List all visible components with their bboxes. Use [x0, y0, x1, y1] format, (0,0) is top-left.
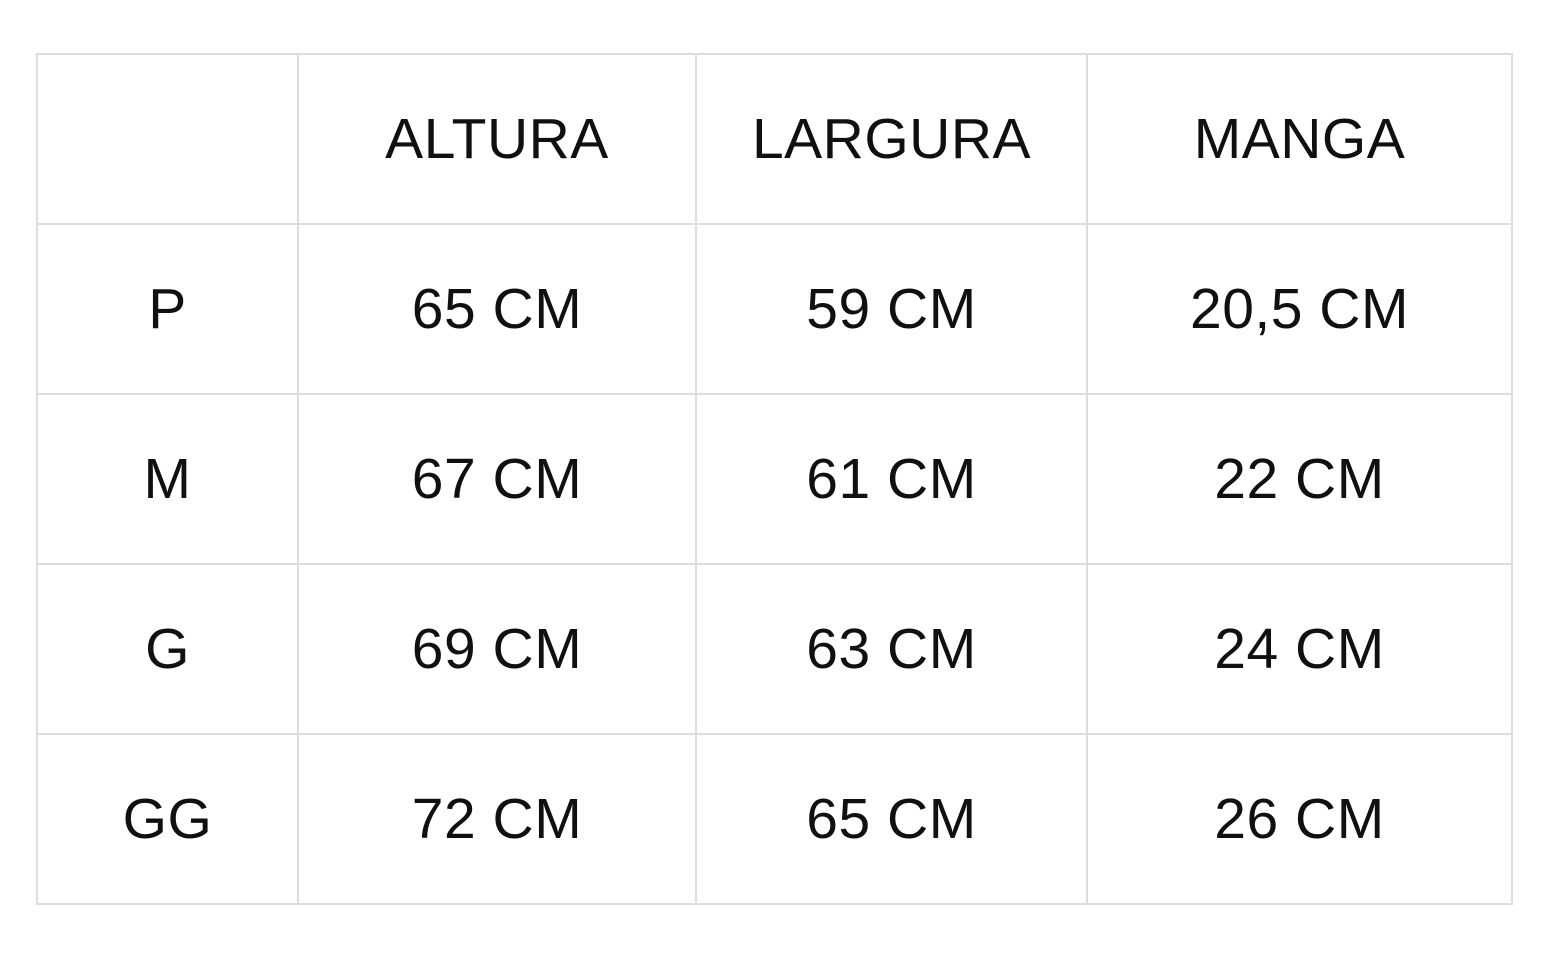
size-cell: G [36, 563, 299, 735]
size-cell: M [36, 393, 299, 565]
size-chart-table: ALTURA LARGURA MANGA P 65 CM 59 CM 20,5 … [36, 53, 1513, 905]
size-cell: P [36, 223, 299, 395]
largura-cell: 61 CM [695, 393, 1088, 565]
largura-cell: 63 CM [695, 563, 1088, 735]
altura-cell: 69 CM [297, 563, 697, 735]
manga-cell: 26 CM [1086, 733, 1513, 905]
table-row-g: G 69 CM 63 CM 24 CM [36, 563, 1513, 735]
size-cell: GG [36, 733, 299, 905]
table-row-gg: GG 72 CM 65 CM 26 CM [36, 733, 1513, 905]
manga-cell: 24 CM [1086, 563, 1513, 735]
header-cell-empty [36, 53, 299, 225]
altura-cell: 72 CM [297, 733, 697, 905]
table-row-p: P 65 CM 59 CM 20,5 CM [36, 223, 1513, 395]
altura-cell: 67 CM [297, 393, 697, 565]
largura-cell: 65 CM [695, 733, 1088, 905]
header-row: ALTURA LARGURA MANGA [36, 53, 1513, 225]
largura-cell: 59 CM [695, 223, 1088, 395]
header-cell-manga: MANGA [1086, 53, 1513, 225]
manga-cell: 20,5 CM [1086, 223, 1513, 395]
table-row-m: M 67 CM 61 CM 22 CM [36, 393, 1513, 565]
header-cell-largura: LARGURA [695, 53, 1088, 225]
header-cell-altura: ALTURA [297, 53, 697, 225]
altura-cell: 65 CM [297, 223, 697, 395]
manga-cell: 22 CM [1086, 393, 1513, 565]
